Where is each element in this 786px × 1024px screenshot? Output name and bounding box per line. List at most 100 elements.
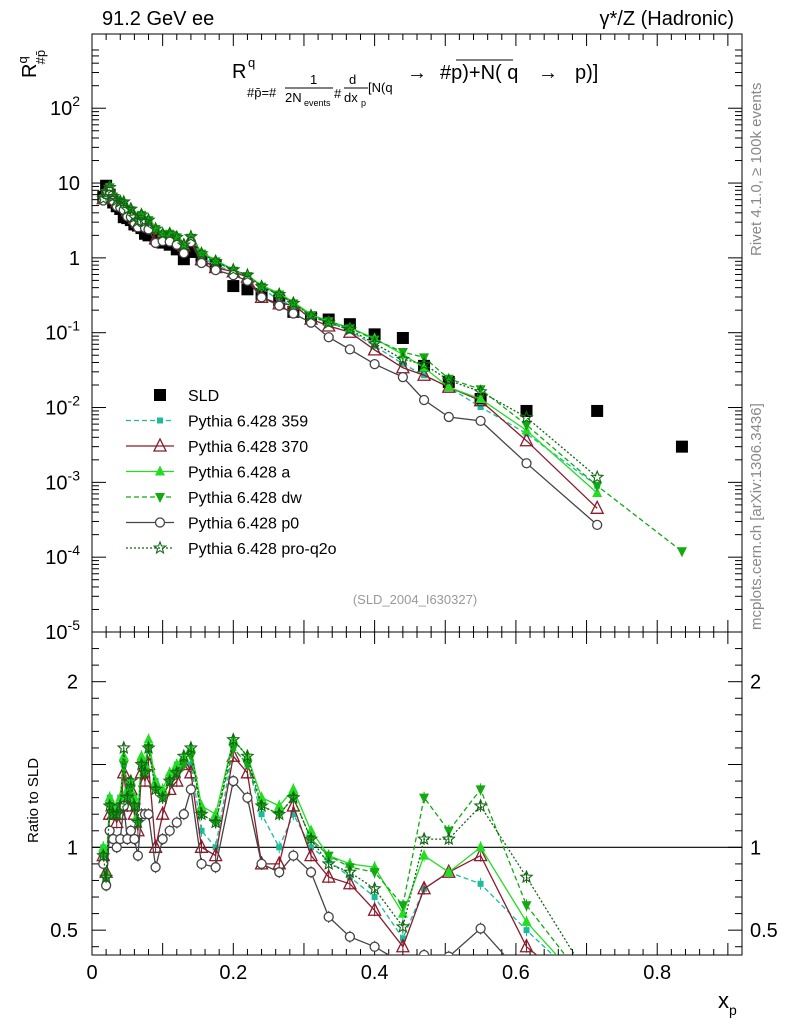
series-ratio-point [98, 841, 109, 852]
legend-entry-3: Pythia 6.428 dw [126, 490, 302, 507]
series-point [96, 191, 111, 205]
series-point [274, 290, 285, 301]
series-ratio-point [303, 831, 319, 846]
series-ratio-point [226, 732, 241, 746]
title-expr-mid: #p)+N( q [440, 62, 518, 84]
title-deriv-num: d [349, 72, 356, 87]
series-ratio-point [592, 985, 603, 996]
series-ratio-point [116, 764, 131, 779]
series-ratio-point [132, 850, 144, 861]
text-layer: 0 0.2 0.4 0.6 0.8 1 10 102 10-5 10-4 10-3 10-2 10-1 0… [15, 50, 778, 1018]
series-ratio-point [369, 868, 380, 879]
series-point [473, 384, 488, 398]
series-ratio-point [305, 867, 317, 878]
legend-marker [154, 517, 166, 528]
series-point [169, 229, 184, 244]
series-ratio-point [677, 1002, 687, 1012]
series-ratio-point [157, 833, 168, 845]
series-point [519, 432, 534, 447]
x-tick-label: 0.8 [643, 962, 671, 984]
series-ratio-point [321, 856, 336, 871]
title-R-sup: q [248, 55, 255, 70]
series-ratio-point [395, 919, 411, 933]
series-ratio-point [591, 998, 603, 1010]
series-ratio-point [208, 815, 223, 829]
series-point [286, 295, 301, 310]
series-ratio-point [475, 841, 486, 852]
series-ratio-point [288, 850, 299, 861]
title-arrow-1: → [407, 62, 427, 84]
series-ratio-point [254, 798, 269, 813]
series-ratio-point [129, 791, 140, 802]
series-ratio-point [419, 849, 430, 860]
series-ratio-point [286, 790, 301, 804]
series-ratio-point [150, 862, 161, 873]
series-ratio-point [519, 869, 534, 884]
legend-label: Pythia 6.428 a [188, 465, 290, 482]
series-ratio-point [286, 797, 301, 812]
series-point [106, 189, 121, 203]
series-ratio-point [129, 833, 140, 845]
series-ratio-point [371, 894, 378, 901]
ratio-tick-label: 2 [67, 672, 78, 694]
legend-marker [157, 417, 163, 424]
series-point [123, 201, 139, 216]
series-ratio-point [519, 938, 534, 953]
series-point [194, 246, 209, 260]
legend-marker [155, 465, 165, 476]
y-tick-label: 102 [50, 93, 80, 120]
series-point [102, 179, 117, 194]
title-R: R [232, 61, 246, 83]
series-line [102, 186, 598, 478]
x-tick-label: 0.6 [502, 962, 530, 984]
series-point [344, 344, 356, 355]
series-ratio-point [258, 811, 265, 818]
series-ratio-point [104, 791, 115, 802]
series-ratio-point [441, 831, 456, 846]
series-point [592, 481, 603, 492]
series-ratio-point [164, 825, 175, 836]
energy-label: 91.2 GeV ee [102, 8, 215, 30]
series-ratio-point [475, 785, 486, 796]
series-ratio-point [198, 827, 205, 834]
y-tick-label: 10 [58, 173, 80, 195]
series-ratio-point [342, 875, 357, 890]
y-tick-label: 10-1 [45, 318, 80, 345]
data-point [241, 283, 254, 296]
legend-entry-2: Pythia 6.428 a [126, 465, 290, 482]
series-ratio-point [592, 994, 602, 1004]
series-ratio-point [136, 750, 147, 761]
title-arrow-2: → [538, 62, 558, 84]
series-ratio-point [274, 799, 285, 810]
series-point [369, 358, 380, 370]
series-ratio-point [125, 785, 136, 796]
series-point [162, 226, 177, 240]
series-point [196, 257, 207, 269]
series-ratio-point [134, 757, 149, 771]
series-ratio-point [169, 765, 184, 779]
series-ratio-point [397, 907, 408, 918]
series-ratio-point [143, 733, 154, 744]
series-point [369, 335, 380, 346]
series-point [397, 371, 409, 383]
legend-label: Pythia 6.428 pro-q2o [188, 541, 337, 558]
legend-entry-sld: SLD [154, 388, 219, 405]
data-point [591, 404, 604, 417]
series-point [399, 360, 406, 367]
series-ratio-point [321, 868, 336, 883]
series-point [342, 321, 358, 336]
y-tick-label: 1 [69, 248, 80, 270]
series-ratio-point [183, 740, 198, 755]
series-point [477, 404, 484, 411]
ratio-axis-label: Ratio to SLD [25, 758, 42, 843]
ratio-tick-label-right: 1 [750, 837, 761, 859]
series-ratio-point [276, 844, 283, 851]
series-ratio-point [176, 748, 192, 763]
legend-marker [152, 540, 168, 555]
series-point [590, 499, 605, 514]
series-ratio-point [141, 740, 156, 755]
series-ratio-point [113, 798, 128, 813]
series-ratio-point [594, 993, 600, 999]
series-point [256, 282, 267, 293]
series-point [256, 292, 267, 303]
